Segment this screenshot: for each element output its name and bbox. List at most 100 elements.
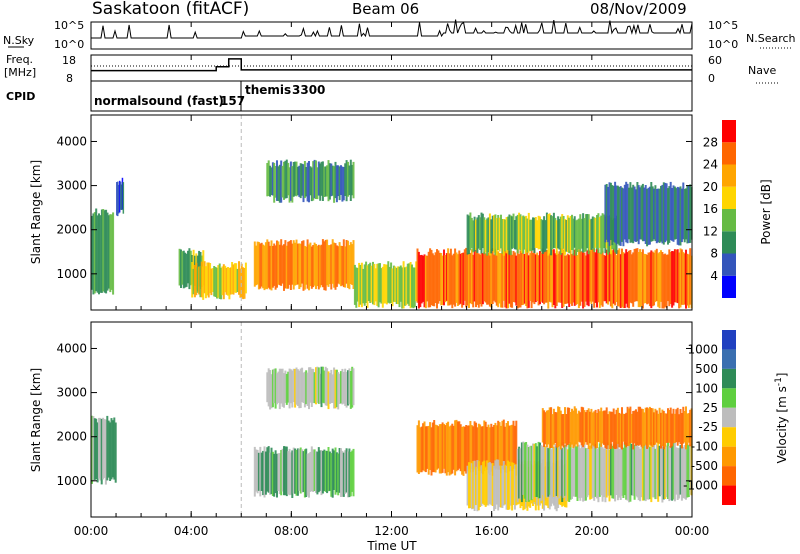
scatter-cell [551,414,554,448]
scatter-cell [283,446,285,496]
scatter-cell [515,420,518,476]
scatter-cell [437,250,440,304]
scatter-cell [587,214,590,255]
scatter-cell [651,251,654,307]
scatter-cell [541,446,544,495]
scatter-cell [561,248,564,308]
scatter-cell [284,240,287,289]
scatter-cell [390,262,393,304]
scatter-cell [621,447,623,496]
scatter-cell [203,261,206,294]
scatter-cell [587,249,590,307]
scatter-cell [689,248,692,305]
scatter-cell [608,449,611,502]
scatter-cell [342,452,345,497]
scatter-cell [651,408,654,447]
scatter-cell [648,186,651,245]
scatter-cell [266,447,269,492]
scatter-cell [579,251,582,306]
scatter-cell [519,448,522,500]
scatter-cell [509,215,512,256]
scatter-cell [348,368,351,405]
scatter-cell [575,248,578,305]
scatter-cell [504,219,507,252]
scatter-cell [650,182,653,242]
scatter-cell [640,252,643,307]
scatter-cell [263,446,266,498]
scatter-cell [655,248,658,301]
scatter-cell [192,268,195,295]
scatter-cell [543,442,546,502]
scatter-cell [534,254,537,303]
beam-title: Beam 06 [352,0,419,18]
scatter-cell [583,410,586,445]
scatter-cell [667,442,669,499]
scatter-cell [351,450,354,492]
scatter-cell [543,410,546,447]
scatter-cell [632,411,635,450]
scatter-cell [429,422,432,470]
scatter-cell [544,412,547,445]
scatter-cell [340,165,342,195]
scatter-cell [315,160,317,199]
velocity-plot-area [91,322,693,517]
scatter-cell [320,161,323,196]
scatter-cell [573,249,576,306]
scatter-cell [455,419,458,472]
scatter-cell [271,246,274,288]
scatter-cell [281,448,284,492]
scatter-cell [110,214,113,290]
scatter-cell [402,261,405,309]
scatter-cell [501,420,504,470]
scatter-cell [301,163,304,196]
scatter-cell [117,184,120,214]
freq-right-tick-bottom: 0 [708,72,715,85]
scatter-cell [550,215,553,256]
scatter-cell [416,248,419,303]
scatter-cell [353,264,356,305]
scatter-cell [411,264,413,308]
scatter-cell [552,408,555,445]
scatter-cell [587,448,590,496]
scatter-cell [341,166,344,202]
scatter-cell [291,370,294,408]
scatter-cell [508,214,511,255]
scatter-cell [243,268,246,299]
scatter-cell [502,419,505,470]
scatter-cell [288,448,291,496]
scatter-cell [676,249,679,304]
scatter-cell [301,367,304,403]
scatter-cell [536,220,539,248]
scatter-cell [98,213,100,295]
scatter-cell [661,443,664,503]
scatter-cell [427,251,430,308]
scatter-cell [491,215,494,251]
scatter-cell [605,407,608,450]
scatter-cell [222,264,225,300]
scatter-cell [309,367,312,403]
x-tick-label: 08:00 [274,524,309,538]
scatter-cell [92,213,95,295]
scatter-cell [554,444,557,498]
scatter-cell [456,254,459,306]
scatter-cell [274,166,277,198]
scatter-cell [650,442,653,503]
scatter-cell [566,449,569,502]
scatter-cell [468,253,470,308]
scatter-cell [349,371,352,409]
colorbar-swatch [722,330,736,350]
scatter-cell [99,215,102,293]
scatter-cell [214,267,217,297]
scatter-cell [310,368,313,407]
scatter-cell [559,248,562,303]
scatter-cell [526,218,529,253]
scatter-cell [299,447,302,494]
scatter-cell [604,184,607,243]
scatter-cell [598,411,601,443]
scatter-cell [319,163,322,201]
scatter-cell [655,444,658,499]
scatter-cell [637,446,640,501]
scatter-cell [497,420,500,470]
scatter-cell [321,366,324,403]
noise-panel: N.Sky 10^5 10^0 10^5 10^0 N.Search [3,19,796,51]
